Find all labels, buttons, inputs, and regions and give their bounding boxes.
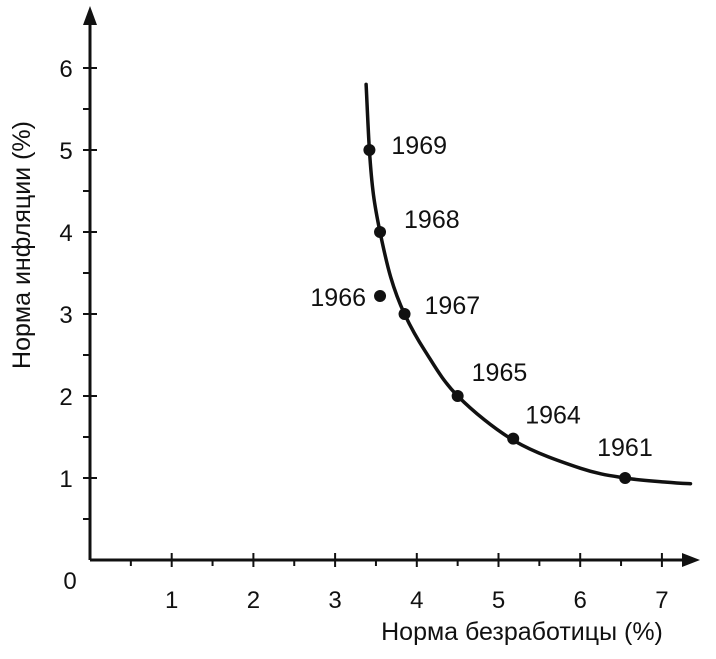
point-labels: 1969 1968 1966 1967 1965 1964 1961 [310, 132, 652, 462]
data-point [363, 144, 376, 156]
origin-label: 0 [63, 568, 76, 595]
point-label: 1964 [525, 402, 581, 430]
axes [83, 6, 700, 567]
y-tick-label: 5 [59, 138, 72, 165]
data-point [374, 226, 387, 238]
x-tick-label: 4 [410, 587, 423, 614]
data-point [507, 432, 520, 445]
point-label: 1965 [472, 359, 528, 387]
y-axis-title: Норма инфляции (%) [8, 121, 36, 369]
y-tick-label: 4 [59, 220, 72, 247]
y-tick-label: 1 [59, 466, 72, 493]
x-tick-label: 1 [165, 587, 178, 614]
point-label: 1968 [404, 206, 460, 234]
data-point [451, 390, 464, 402]
y-tick-label: 6 [59, 56, 72, 83]
y-tick-label: 3 [59, 302, 72, 329]
x-tick-label: 2 [247, 587, 260, 614]
point-label: 1967 [425, 292, 481, 320]
point-label: 1961 [597, 434, 653, 462]
y-axis-arrow-icon [83, 6, 97, 25]
x-tick-label: 7 [655, 587, 668, 614]
data-points [363, 144, 632, 484]
data-point [619, 472, 632, 484]
data-point [398, 308, 411, 320]
x-tick-label: 3 [328, 587, 341, 614]
y-tick-label: 2 [59, 384, 72, 411]
axis-ticks: 1 2 3 4 5 6 7 1 2 3 4 5 6 [59, 56, 668, 614]
point-label: 1966 [310, 284, 366, 312]
x-tick-label: 5 [492, 587, 505, 614]
data-point [374, 289, 387, 302]
x-axis-arrow-icon [682, 553, 700, 567]
x-tick-label: 6 [574, 587, 587, 614]
x-axis-title: Норма безработицы (%) [381, 618, 663, 646]
point-label: 1969 [391, 132, 447, 160]
